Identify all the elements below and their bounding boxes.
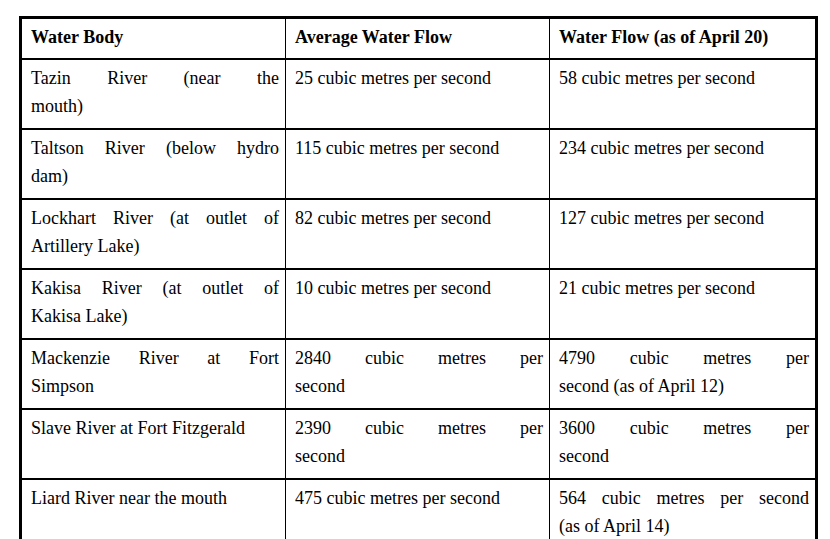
table-row-tazin: Tazin River (near the mouth) 25 cubic me… <box>21 59 817 129</box>
cell-text-line: Slave River at Fort Fitzgerald <box>31 414 279 442</box>
cell-text-line: 2390 cubic metres per <box>295 414 543 442</box>
table-row-lockhart: Lockhart River (at outlet of Artillery L… <box>21 199 817 269</box>
cell-text-line: 115 cubic metres per second <box>295 134 543 162</box>
cell-text-line: 2840 cubic metres per <box>295 344 543 372</box>
cell-text-line: second <box>559 442 809 470</box>
cell-text-line: (as of April 14) <box>559 512 809 539</box>
cell-water-body: Taltson River (below hydro dam) <box>21 129 286 199</box>
table-row-taltson: Taltson River (below hydro dam) 115 cubi… <box>21 129 817 199</box>
cell-text-line: 10 cubic metres per second <box>295 274 543 302</box>
cell-average-flow: 2840 cubic metres per second <box>286 339 550 409</box>
cell-text-line: 4790 cubic metres per <box>559 344 809 372</box>
table-header-row: Water Body Average Water Flow Water Flow… <box>21 18 817 59</box>
cell-april20-flow: 3600 cubic metres per second <box>550 409 817 479</box>
cell-water-body: Kakisa River (at outlet of Kakisa Lake) <box>21 269 286 339</box>
cell-text-line: 58 cubic metres per second <box>559 64 809 92</box>
cell-text-line: 564 cubic metres per second <box>559 484 809 512</box>
cell-april20-flow: 127 cubic metres per second <box>550 199 817 269</box>
cell-average-flow: 10 cubic metres per second <box>286 269 550 339</box>
cell-april20-flow: 21 cubic metres per second <box>550 269 817 339</box>
cell-text-line: Mackenzie River at Fort <box>31 344 279 372</box>
cell-text-line: mouth) <box>31 92 279 120</box>
header-water-body: Water Body <box>21 18 286 59</box>
cell-average-flow: 82 cubic metres per second <box>286 199 550 269</box>
cell-text-line: 475 cubic metres per second <box>295 484 543 512</box>
cell-april20-flow: 4790 cubic metres per second (as of Apri… <box>550 339 817 409</box>
cell-water-body: Mackenzie River at Fort Simpson <box>21 339 286 409</box>
cell-april20-flow: 58 cubic metres per second <box>550 59 817 129</box>
header-average-water-flow: Average Water Flow <box>286 18 550 59</box>
cell-april20-flow: 564 cubic metres per second (as of April… <box>550 479 817 539</box>
table-row-kakisa: Kakisa River (at outlet of Kakisa Lake) … <box>21 269 817 339</box>
header-water-flow-april-20: Water Flow (as of April 20) <box>550 18 817 59</box>
cell-water-body: Lockhart River (at outlet of Artillery L… <box>21 199 286 269</box>
cell-average-flow: 475 cubic metres per second <box>286 479 550 539</box>
cell-april20-flow: 234 cubic metres per second <box>550 129 817 199</box>
cell-text-line: 127 cubic metres per second <box>559 204 809 232</box>
cell-text-line: Lockhart River (at outlet of <box>31 204 279 232</box>
cell-text-line: Artillery Lake) <box>31 232 279 260</box>
cell-text-line: second <box>295 372 543 400</box>
cell-text-line: 234 cubic metres per second <box>559 134 809 162</box>
cell-text-line: 25 cubic metres per second <box>295 64 543 92</box>
cell-text-line: Tazin River (near the <box>31 64 279 92</box>
header-label: Water Flow (as of April 20) <box>559 23 809 51</box>
cell-text-line: Kakisa River (at outlet of <box>31 274 279 302</box>
cell-water-body: Tazin River (near the mouth) <box>21 59 286 129</box>
document-page: Water Body Average Water Flow Water Flow… <box>0 0 830 539</box>
cell-water-body: Liard River near the mouth <box>21 479 286 539</box>
header-label: Water Body <box>31 23 279 51</box>
header-label: Average Water Flow <box>295 23 543 51</box>
cell-text-line: 3600 cubic metres per <box>559 414 809 442</box>
cell-text-line: 82 cubic metres per second <box>295 204 543 232</box>
table-row-mackenzie: Mackenzie River at Fort Simpson 2840 cub… <box>21 339 817 409</box>
table-row-liard: Liard River near the mouth 475 cubic met… <box>21 479 817 539</box>
cell-text-line: Taltson River (below hydro <box>31 134 279 162</box>
cell-text-line: Simpson <box>31 372 279 400</box>
cell-text-line: Kakisa Lake) <box>31 302 279 330</box>
cell-average-flow: 2390 cubic metres per second <box>286 409 550 479</box>
cell-average-flow: 115 cubic metres per second <box>286 129 550 199</box>
cell-average-flow: 25 cubic metres per second <box>286 59 550 129</box>
cell-text-line: second (as of April 12) <box>559 372 809 400</box>
cell-text-line: second <box>295 442 543 470</box>
cell-water-body: Slave River at Fort Fitzgerald <box>21 409 286 479</box>
cell-text-line: dam) <box>31 162 279 190</box>
water-flow-table: Water Body Average Water Flow Water Flow… <box>19 16 818 539</box>
table-row-slave: Slave River at Fort Fitzgerald 2390 cubi… <box>21 409 817 479</box>
cell-text-line: 21 cubic metres per second <box>559 274 809 302</box>
cell-text-line: Liard River near the mouth <box>31 484 279 512</box>
